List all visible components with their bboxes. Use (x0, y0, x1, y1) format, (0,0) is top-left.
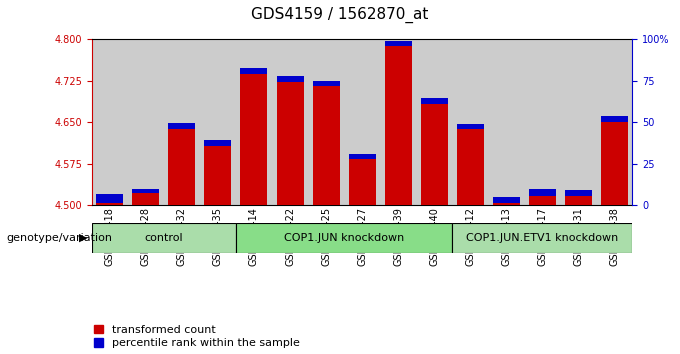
Bar (200, 39, 236, 205)
Bar (277, 82, 303, 205)
Text: COP1.JUN knockdown: COP1.JUN knockdown (284, 233, 404, 243)
Text: genotype/variation: genotype/variation (7, 233, 113, 243)
Bar (344, 39, 380, 205)
Bar (385, 41, 411, 46)
Bar (565, 190, 592, 196)
Text: GDS4159 / 1562870_at: GDS4159 / 1562870_at (252, 7, 428, 23)
Bar (529, 196, 556, 205)
Text: control: control (145, 233, 183, 243)
Bar (205, 146, 231, 205)
Bar (128, 39, 164, 205)
Bar (488, 39, 524, 205)
Bar (560, 39, 596, 205)
Bar (169, 123, 195, 129)
Bar (169, 129, 195, 205)
Bar (133, 193, 159, 205)
Bar (97, 194, 123, 202)
Bar (236, 223, 452, 253)
Bar (601, 116, 628, 121)
Bar (313, 86, 339, 205)
Bar (452, 223, 632, 253)
Bar (241, 74, 267, 205)
Bar (133, 189, 159, 193)
Bar (452, 39, 488, 205)
Bar (205, 141, 231, 146)
Legend: transformed count, percentile rank within the sample: transformed count, percentile rank withi… (94, 325, 300, 348)
Bar (421, 104, 447, 205)
Bar (272, 39, 308, 205)
Bar (601, 121, 628, 205)
Bar (457, 124, 483, 129)
Bar (493, 202, 520, 205)
Bar (457, 129, 483, 205)
Bar (416, 39, 452, 205)
Bar (277, 76, 303, 82)
Bar (380, 39, 416, 205)
Bar (313, 81, 339, 86)
Bar (493, 197, 520, 202)
Bar (236, 39, 272, 205)
Bar (565, 196, 592, 205)
Bar (349, 154, 375, 159)
Text: ▶: ▶ (79, 233, 87, 243)
Bar (164, 39, 200, 205)
Bar (385, 46, 411, 205)
Bar (308, 39, 344, 205)
Bar (596, 39, 632, 205)
Text: COP1.JUN.ETV1 knockdown: COP1.JUN.ETV1 knockdown (466, 233, 618, 243)
Bar (92, 223, 236, 253)
Bar (241, 68, 267, 74)
Bar (421, 98, 447, 104)
Bar (349, 159, 375, 205)
Bar (529, 189, 556, 196)
Bar (524, 39, 560, 205)
Bar (92, 39, 128, 205)
Bar (97, 202, 123, 205)
